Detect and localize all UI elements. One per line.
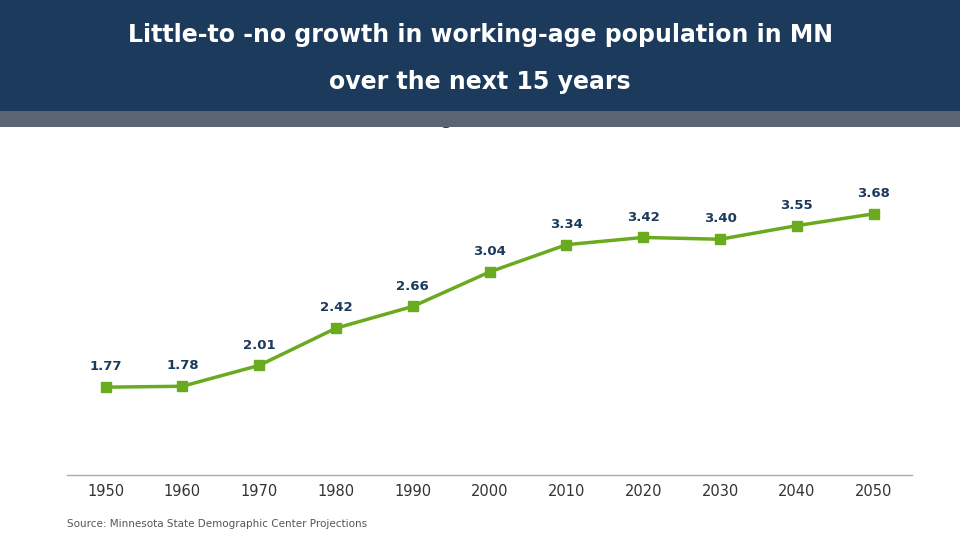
- Text: 1.77: 1.77: [89, 360, 122, 373]
- Text: 3.55: 3.55: [780, 199, 813, 212]
- Text: Source: Minnesota State Demographic Center Projections: Source: Minnesota State Demographic Cent…: [67, 519, 368, 529]
- Text: 3.40: 3.40: [704, 212, 736, 225]
- Text: 3.42: 3.42: [627, 211, 660, 224]
- Text: 1.78: 1.78: [166, 360, 199, 373]
- Text: over the next 15 years: over the next 15 years: [329, 70, 631, 94]
- Text: 2.66: 2.66: [396, 280, 429, 293]
- Text: Little-to -no growth in working-age population in MN: Little-to -no growth in working-age popu…: [128, 23, 832, 48]
- Text: 3.68: 3.68: [857, 187, 890, 200]
- Text: 3.04: 3.04: [473, 245, 506, 258]
- Text: Ages 18-64: Ages 18-64: [427, 110, 533, 128]
- Text: 3.34: 3.34: [550, 218, 583, 231]
- Text: 2.01: 2.01: [243, 339, 276, 352]
- Text: 2.42: 2.42: [320, 301, 352, 314]
